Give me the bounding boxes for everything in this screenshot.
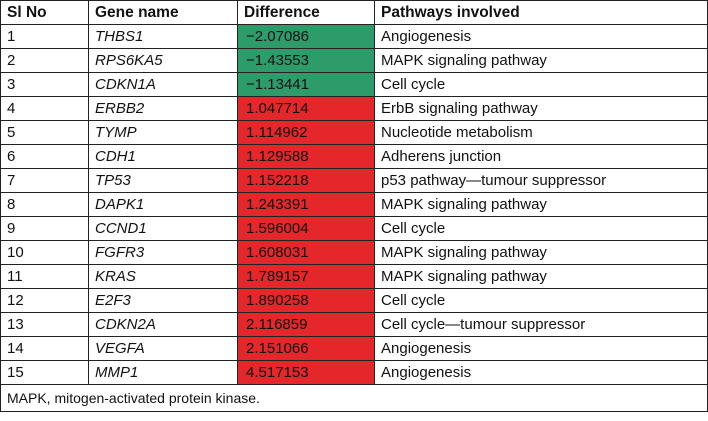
- header-row: Sl No Gene name Difference Pathways invo…: [0, 0, 708, 25]
- table-row: 12 E2F3 1.890258 Cell cycle: [0, 288, 708, 313]
- cell-gene-name: CDH1: [88, 144, 238, 169]
- table-row: 7 TP53 1.152218 p53 pathway—tumour suppress…: [0, 168, 708, 193]
- cell-pathway: Cell cycle: [374, 216, 708, 241]
- cell-difference: 1.608031: [237, 240, 375, 265]
- cell-sl-no: 12: [0, 288, 89, 313]
- cell-pathway: MAPK signaling pathway: [374, 264, 708, 289]
- cell-pathway: MAPK signaling pathway: [374, 48, 708, 73]
- cell-pathway: Cell cycle: [374, 72, 708, 97]
- cell-sl-no: 4: [0, 96, 89, 121]
- gene-expression-table: Sl No Gene name Difference Pathways invo…: [0, 0, 708, 412]
- cell-gene-name: TYMP: [88, 120, 238, 145]
- cell-gene-name: CDKN1A: [88, 72, 238, 97]
- table-row: 8 DAPK1 1.243391 MAPK signaling pathway: [0, 192, 708, 217]
- cell-difference: 4.517153: [237, 360, 375, 385]
- table-row: 4 ERBB2 1.047714 ErbB signaling pathway: [0, 96, 708, 121]
- cell-pathway: Angiogenesis: [374, 360, 708, 385]
- cell-pathway: Adherens junction: [374, 144, 708, 169]
- cell-pathway: Angiogenesis: [374, 336, 708, 361]
- cell-sl-no: 14: [0, 336, 89, 361]
- header-sl-no: Sl No: [0, 0, 89, 25]
- cell-pathway: MAPK signaling pathway: [374, 240, 708, 265]
- cell-pathway: Angiogenesis: [374, 24, 708, 49]
- cell-sl-no: 11: [0, 264, 89, 289]
- table-row: 10 FGFR3 1.608031 MAPK signaling pathway: [0, 240, 708, 265]
- table-row: 3 CDKN1A −1.13441 Cell cycle: [0, 72, 708, 97]
- cell-pathway: MAPK signaling pathway: [374, 192, 708, 217]
- cell-gene-name: DAPK1: [88, 192, 238, 217]
- cell-difference: 1.114962: [237, 120, 375, 145]
- cell-sl-no: 9: [0, 216, 89, 241]
- table-body: 1 THBS1 −2.07086 Angiogenesis 2 RPS6KA5 −1.435…: [0, 24, 708, 385]
- cell-difference: −1.13441: [237, 72, 375, 97]
- cell-sl-no: 6: [0, 144, 89, 169]
- cell-gene-name: TP53: [88, 168, 238, 193]
- cell-sl-no: 1: [0, 24, 89, 49]
- cell-gene-name: CDKN2A: [88, 312, 238, 337]
- header-gene-name: Gene name: [88, 0, 238, 25]
- table-row: 2 RPS6KA5 −1.43553 MAPK signaling pathway: [0, 48, 708, 73]
- cell-difference: 1.596004: [237, 216, 375, 241]
- cell-gene-name: KRAS: [88, 264, 238, 289]
- cell-difference: 2.116859: [237, 312, 375, 337]
- cell-sl-no: 13: [0, 312, 89, 337]
- table-footnote: MAPK, mitogen-activated protein kinase.: [0, 384, 708, 412]
- cell-difference: 1.047714: [237, 96, 375, 121]
- cell-difference: 1.152218: [237, 168, 375, 193]
- header-pathways: Pathways involved: [374, 0, 708, 25]
- table-row: 14 VEGFA 2.151066 Angiogenesis: [0, 336, 708, 361]
- cell-gene-name: THBS1: [88, 24, 238, 49]
- cell-difference: 1.789157: [237, 264, 375, 289]
- cell-pathway: p53 pathway—tumour suppressor: [374, 168, 708, 193]
- header-difference: Difference: [237, 0, 375, 25]
- cell-sl-no: 15: [0, 360, 89, 385]
- cell-gene-name: RPS6KA5: [88, 48, 238, 73]
- cell-difference: 1.243391: [237, 192, 375, 217]
- cell-gene-name: FGFR3: [88, 240, 238, 265]
- table-row: 9 CCND1 1.596004 Cell cycle: [0, 216, 708, 241]
- table-row: 13 CDKN2A 2.116859 Cell cycle—tumour suppre…: [0, 312, 708, 337]
- cell-sl-no: 5: [0, 120, 89, 145]
- footnote-row: MAPK, mitogen-activated protein kinase.: [0, 384, 708, 412]
- cell-sl-no: 2: [0, 48, 89, 73]
- cell-gene-name: VEGFA: [88, 336, 238, 361]
- cell-pathway: Cell cycle: [374, 288, 708, 313]
- cell-gene-name: MMP1: [88, 360, 238, 385]
- cell-sl-no: 7: [0, 168, 89, 193]
- cell-sl-no: 10: [0, 240, 89, 265]
- cell-sl-no: 8: [0, 192, 89, 217]
- cell-pathway: Cell cycle—tumour suppressor: [374, 312, 708, 337]
- table-row: 5 TYMP 1.114962 Nucleotide metabolism: [0, 120, 708, 145]
- table-row: 11 KRAS 1.789157 MAPK signaling pathway: [0, 264, 708, 289]
- cell-difference: −2.07086: [237, 24, 375, 49]
- cell-difference: 1.129588: [237, 144, 375, 169]
- table-row: 15 MMP1 4.517153 Angiogenesis: [0, 360, 708, 385]
- cell-gene-name: ERBB2: [88, 96, 238, 121]
- cell-difference: 2.151066: [237, 336, 375, 361]
- cell-pathway: Nucleotide metabolism: [374, 120, 708, 145]
- table-row: 6 CDH1 1.129588 Adherens junction: [0, 144, 708, 169]
- cell-pathway: ErbB signaling pathway: [374, 96, 708, 121]
- table-row: 1 THBS1 −2.07086 Angiogenesis: [0, 24, 708, 49]
- cell-difference: 1.890258: [237, 288, 375, 313]
- cell-difference: −1.43553: [237, 48, 375, 73]
- cell-gene-name: CCND1: [88, 216, 238, 241]
- cell-gene-name: E2F3: [88, 288, 238, 313]
- cell-sl-no: 3: [0, 72, 89, 97]
